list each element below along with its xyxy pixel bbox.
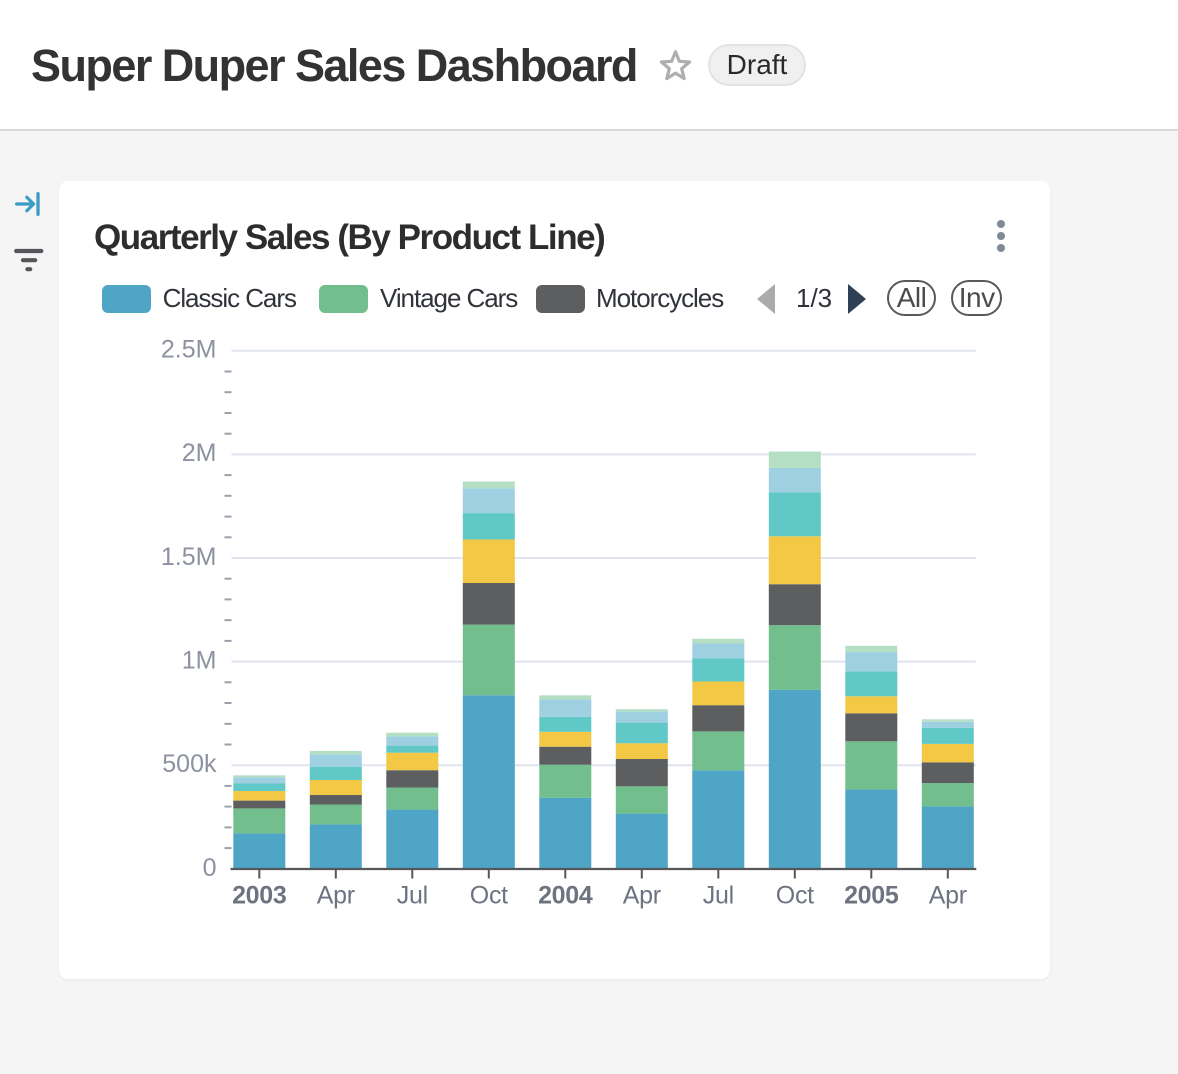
svg-text:2M: 2M bbox=[182, 439, 217, 467]
svg-text:Apr: Apr bbox=[929, 882, 967, 910]
svg-text:0: 0 bbox=[203, 854, 217, 882]
svg-text:500k: 500k bbox=[162, 750, 217, 778]
svg-text:Jul: Jul bbox=[703, 882, 734, 910]
svg-text:Oct: Oct bbox=[470, 882, 508, 910]
svg-text:2004: 2004 bbox=[538, 882, 593, 910]
svg-text:1.5M: 1.5M bbox=[161, 543, 217, 571]
svg-text:2005: 2005 bbox=[844, 882, 899, 910]
svg-text:1M: 1M bbox=[182, 646, 217, 674]
svg-text:Apr: Apr bbox=[623, 882, 661, 910]
svg-text:Jul: Jul bbox=[397, 882, 428, 910]
svg-text:2.5M: 2.5M bbox=[161, 336, 217, 364]
svg-text:Apr: Apr bbox=[317, 882, 355, 910]
svg-text:Oct: Oct bbox=[776, 882, 814, 910]
svg-text:2003: 2003 bbox=[232, 882, 286, 910]
